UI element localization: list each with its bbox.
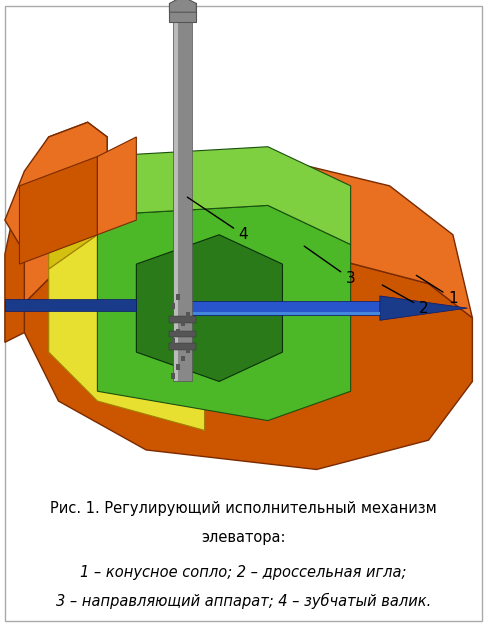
Bar (181, 356, 185, 361)
Bar (169, 316, 196, 323)
Bar (173, 14, 192, 381)
Text: 3 – направляющий аппарат; 4 – зубчатый валик.: 3 – направляющий аппарат; 4 – зубчатый в… (56, 593, 431, 609)
Polygon shape (185, 312, 380, 315)
Bar (169, 3, 196, 22)
Polygon shape (97, 137, 136, 234)
Text: 4: 4 (187, 197, 248, 242)
Bar (174, 14, 178, 381)
Bar (186, 312, 190, 317)
Polygon shape (97, 206, 351, 421)
Polygon shape (49, 186, 205, 269)
Polygon shape (185, 301, 380, 315)
Bar (181, 320, 185, 326)
Text: 1 – конусное сопло; 2 – дроссельная игла;: 1 – конусное сопло; 2 – дроссельная игла… (80, 565, 407, 580)
Bar (176, 329, 180, 335)
Polygon shape (136, 234, 282, 381)
Text: 2: 2 (382, 285, 429, 315)
Polygon shape (19, 157, 472, 318)
Polygon shape (5, 122, 107, 342)
Polygon shape (380, 296, 468, 320)
Bar (171, 338, 175, 344)
Bar (171, 303, 175, 308)
Polygon shape (169, 0, 196, 12)
Polygon shape (24, 245, 472, 470)
Polygon shape (49, 234, 205, 430)
Text: Рис. 1. Регулирующий исполнительный механизм: Рис. 1. Регулирующий исполнительный меха… (50, 501, 437, 516)
Text: 1: 1 (416, 275, 458, 306)
Bar (169, 343, 196, 350)
Text: 3: 3 (304, 246, 356, 287)
Bar (186, 347, 190, 352)
Polygon shape (97, 147, 351, 245)
Polygon shape (5, 299, 136, 310)
Text: элеватора:: элеватора: (201, 530, 286, 545)
Bar (169, 330, 196, 337)
Bar (176, 294, 180, 300)
Polygon shape (19, 157, 97, 264)
Polygon shape (5, 122, 107, 245)
Bar (171, 373, 175, 379)
Bar (176, 364, 180, 370)
